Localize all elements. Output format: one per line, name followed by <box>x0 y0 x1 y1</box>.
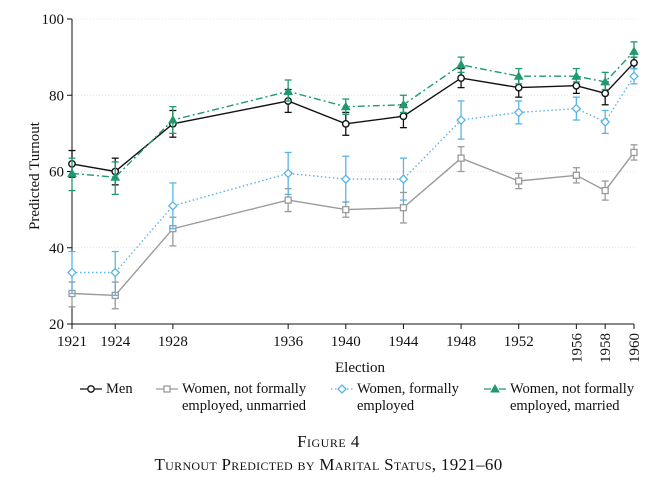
series-line <box>71 62 635 173</box>
y-tick-label: 20 <box>49 317 64 333</box>
legend-label-employed-line1: Women, formally <box>357 381 459 397</box>
data-point <box>515 177 523 185</box>
data-point <box>283 168 294 179</box>
data-point <box>600 117 611 127</box>
x-tick-label: 1944 <box>388 334 419 350</box>
y-axis-label: Predicted Turnout <box>27 121 43 230</box>
data-point <box>513 71 524 80</box>
figure-title: Turnout Predicted by Marital Status, 192… <box>154 455 503 474</box>
legend-item-men: Men <box>80 381 133 398</box>
x-axis-label: Election <box>335 360 385 376</box>
x-tick-label: 1924 <box>100 334 131 350</box>
data-point <box>601 89 610 98</box>
data-point <box>283 86 294 95</box>
legend-marker-men <box>80 385 102 393</box>
data-point <box>457 74 465 82</box>
series-0 <box>68 56 638 186</box>
series-line <box>72 75 635 274</box>
legend-marker-employed <box>331 384 353 394</box>
data-point <box>456 59 466 69</box>
data-point <box>110 172 121 181</box>
legend: Men Women, not formally employed, unmarr… <box>0 381 657 421</box>
y-tick-label: 40 <box>49 241 64 257</box>
data-point <box>571 103 582 114</box>
x-tick-label: 1952 <box>504 334 534 350</box>
chart-series <box>67 41 639 310</box>
data-point <box>456 115 466 125</box>
data-point <box>514 83 523 92</box>
series-2 <box>67 67 639 297</box>
data-point <box>629 71 639 82</box>
data-point <box>168 115 178 124</box>
chart-grid <box>72 18 634 325</box>
series-line <box>71 50 635 178</box>
x-tick-label: 1960 <box>627 333 643 363</box>
legend-label-unmarried-line1: Women, not formally <box>182 381 307 397</box>
data-point <box>341 119 350 128</box>
x-tick-label: 1958 <box>598 333 614 363</box>
legend-label-married-line2: employed, married <box>510 398 620 414</box>
data-point <box>398 99 409 109</box>
y-tick-label: 100 <box>42 12 65 28</box>
legend-marker-unmarried <box>156 385 178 393</box>
data-point <box>572 171 581 179</box>
data-point <box>513 107 524 118</box>
data-point <box>630 58 638 67</box>
x-tick-label: 1921 <box>57 334 87 350</box>
data-point <box>399 204 408 212</box>
y-tick-label: 60 <box>49 165 64 181</box>
data-point <box>167 200 178 211</box>
x-tick-label: 1940 <box>331 334 361 350</box>
data-point <box>601 186 609 195</box>
data-point <box>67 267 77 278</box>
data-point <box>457 154 465 162</box>
legend-item-unmarried: Women, not formally employed, unmarried <box>156 381 306 415</box>
data-point <box>399 112 408 121</box>
data-point <box>572 81 581 90</box>
series-line <box>71 151 635 297</box>
legend-marker-married <box>484 383 506 393</box>
legend-label-married-line1: Women, not formally <box>510 381 635 397</box>
legend-label-men: Men <box>106 381 133 397</box>
legend-item-employed: Women, formally employed <box>331 381 459 415</box>
x-tick-label: 1956 <box>569 333 585 364</box>
x-tick-label: 1948 <box>446 334 476 350</box>
series-1 <box>68 144 638 310</box>
legend-item-married: Women, not formally employed, married <box>484 381 634 415</box>
data-point <box>340 101 351 111</box>
data-point <box>340 174 351 185</box>
data-point <box>398 174 409 185</box>
data-point <box>571 71 582 80</box>
data-point <box>67 168 77 177</box>
data-point <box>600 76 611 86</box>
x-tick-label: 1936 <box>273 334 304 350</box>
legend-label-employed-line2: employed <box>357 398 415 414</box>
figure-label: Figure 4 <box>297 432 360 451</box>
chart-axes: 20 40 60 80 100 1921 1924 1928 1936 1940 1944 1948 1… <box>42 12 644 363</box>
data-point <box>630 148 638 157</box>
data-point <box>284 196 292 204</box>
series-3 <box>67 41 639 196</box>
data-point <box>110 267 121 278</box>
chart: 20 40 60 80 100 1921 1924 1928 1936 1940 1944 1948 1… <box>27 12 644 376</box>
legend-label-unmarried-line2: employed, unmarried <box>182 398 307 414</box>
x-tick-label: 1928 <box>158 334 188 350</box>
data-point <box>342 205 350 214</box>
y-tick-label: 80 <box>49 88 64 104</box>
data-point <box>629 46 639 55</box>
